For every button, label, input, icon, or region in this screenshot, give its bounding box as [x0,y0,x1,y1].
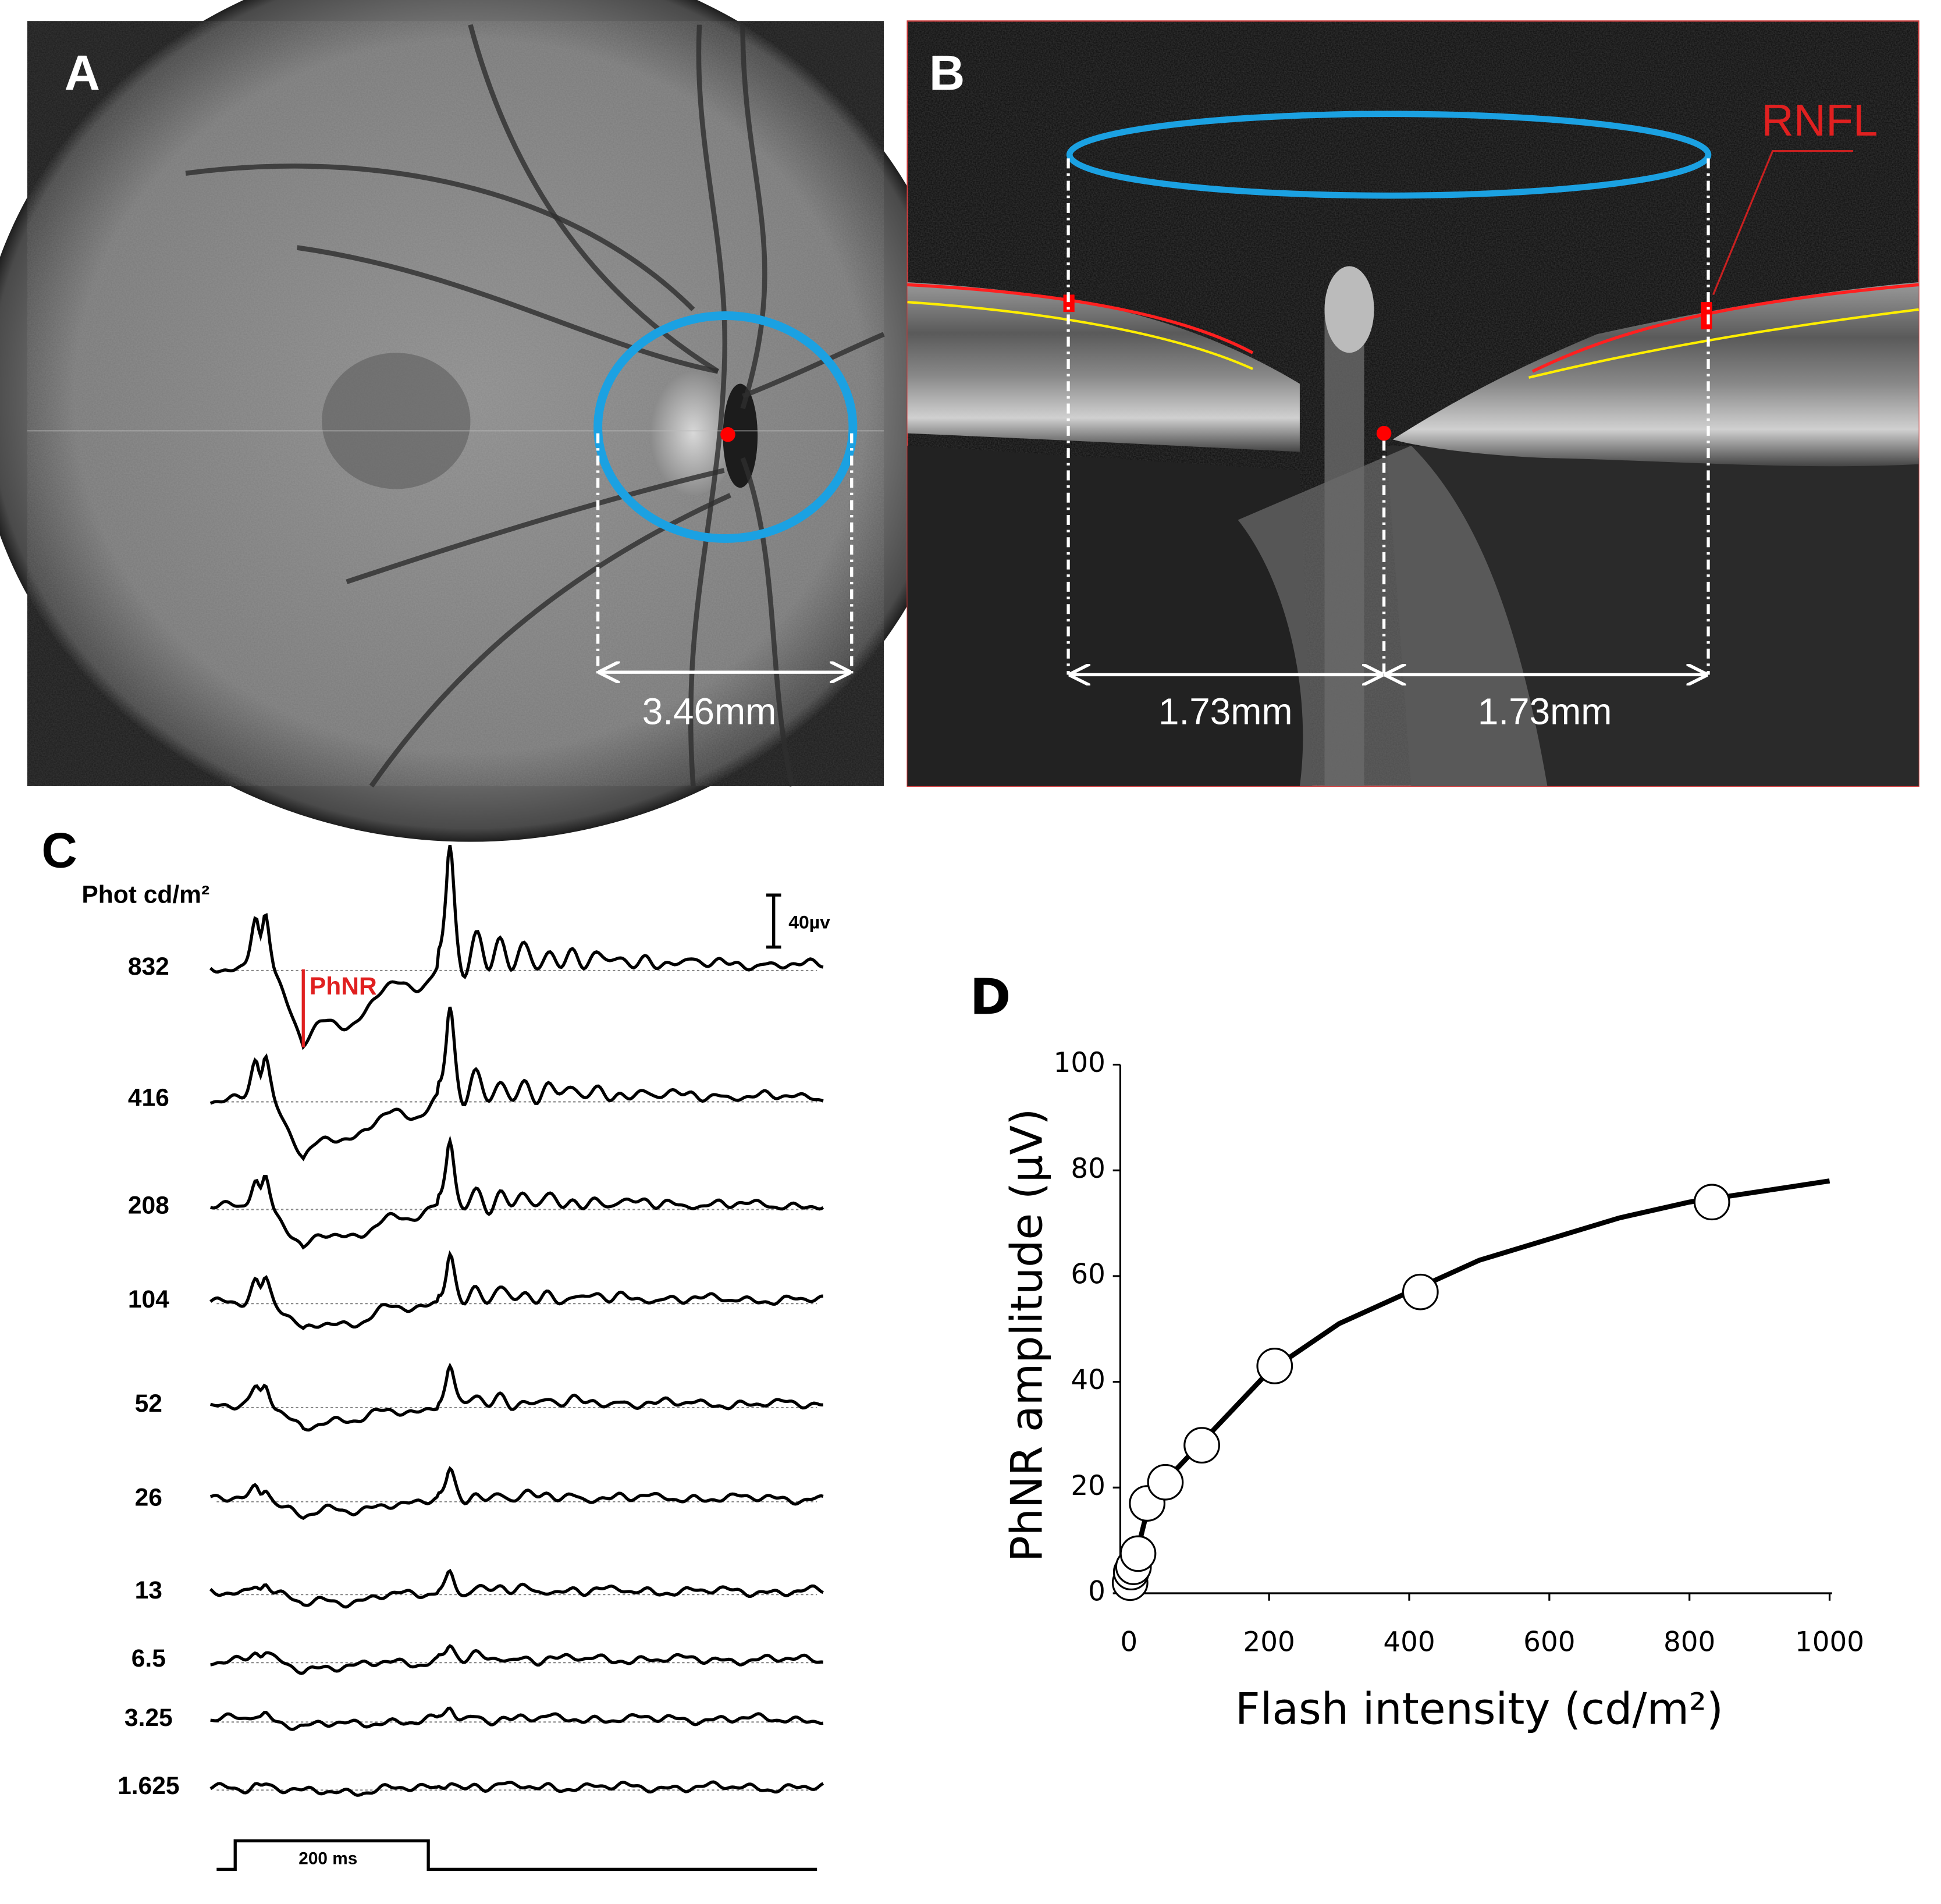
erg-trace [209,1362,823,1432]
scale-bar [766,893,781,949]
choroid-left [907,445,1313,786]
erg-trace [209,1006,824,1161]
y-axis-label: PhNR amplitude (µV) [1002,1109,1053,1562]
vessel [185,164,695,311]
x-axis-label: Flash intensity (cd/m²) [1235,1684,1723,1735]
stimulus-trace [216,1839,817,1871]
erg-trace [209,1466,824,1521]
vessel [369,493,732,788]
disc-cup [723,383,758,488]
y-tick-label: 100 [1054,1047,1105,1079]
scan-circle [1066,111,1712,199]
intensity-label: 6.5 [131,1644,166,1672]
intensity-label: 208 [128,1191,169,1219]
vessel [740,457,795,787]
center-dot [1376,425,1392,441]
x-tick-label: 200 [1243,1627,1295,1658]
panel-b: 1.73mm 1.73mm RNFL B [906,20,1919,787]
vessel [297,245,719,374]
intensity-label: 1.625 [118,1772,179,1800]
y-tick-label: 20 [1071,1470,1105,1502]
rnfl-pointer [1712,150,1853,295]
intensity-label: 13 [135,1576,162,1604]
measure-label: 1.73mm [1478,690,1612,732]
y-tick-label: 60 [1071,1259,1105,1290]
vessel-blob [1324,266,1374,353]
y-tick-label: 0 [1088,1576,1105,1608]
data-point [1402,1273,1439,1310]
fit-line [1126,1178,1830,1594]
y-tick-label: 80 [1071,1153,1105,1185]
x-tick-label: 400 [1383,1627,1435,1658]
erg-trace [209,1780,824,1797]
intensity-label: 416 [128,1084,169,1111]
vessel [688,24,728,787]
rnfl-bottom [1528,308,1919,379]
rnfl-mark [1063,294,1075,312]
x-tick-label: 800 [1663,1627,1715,1658]
rnfl-mark [1701,302,1712,329]
x-tick-label: 0 [1120,1627,1137,1658]
panel-label: B [929,45,965,101]
rnfl-top [907,283,1254,354]
intensity-label: 26 [135,1484,162,1512]
unit-label: Phot cd/m² [81,881,209,909]
x-tick-label: 600 [1523,1627,1575,1658]
data-point [1147,1463,1184,1501]
erg-trace [210,1644,823,1675]
x-tick-label: 1000 [1795,1627,1864,1658]
rnfl-bottom [907,300,1253,370]
center-dot [720,427,735,442]
erg-trace [209,1250,823,1331]
measure-label: 3.46mm [642,690,777,732]
vessel [740,24,767,410]
vessel [346,468,725,584]
erg-trace [209,1569,824,1609]
erg-trace [210,1706,824,1731]
panel-label: A [65,45,100,101]
data-point [1693,1184,1730,1221]
rnfl-top [1531,283,1919,373]
y-tick-label: 40 [1071,1365,1105,1396]
retina-left [907,282,1300,452]
erg-trace [209,844,824,1050]
panel-a: 3.46mm [0,0,966,842]
stimulus-label: 200 ms [298,1849,357,1868]
scan-circle [593,311,858,543]
vessel-shadow [1324,309,1364,786]
intensity-label: 832 [128,953,169,981]
phnr-label: PhNR [310,972,377,1000]
panel-label: D [970,968,1011,1026]
macula [322,353,471,489]
data-point [1119,1535,1157,1572]
data-point [1256,1348,1293,1384]
nerve-head [1238,445,1548,786]
scale-label: 40µv [788,911,830,932]
intensity-label: 104 [128,1285,169,1313]
intensity-label: 52 [135,1390,162,1418]
panel-label: C [41,823,77,878]
vessel [468,24,720,374]
erg-trace [209,1135,824,1250]
data-point [1183,1427,1220,1464]
measure-label: 1.73mm [1158,690,1293,732]
intensity-label: 3.25 [125,1704,173,1732]
layer-label: RNFL [1762,96,1878,145]
